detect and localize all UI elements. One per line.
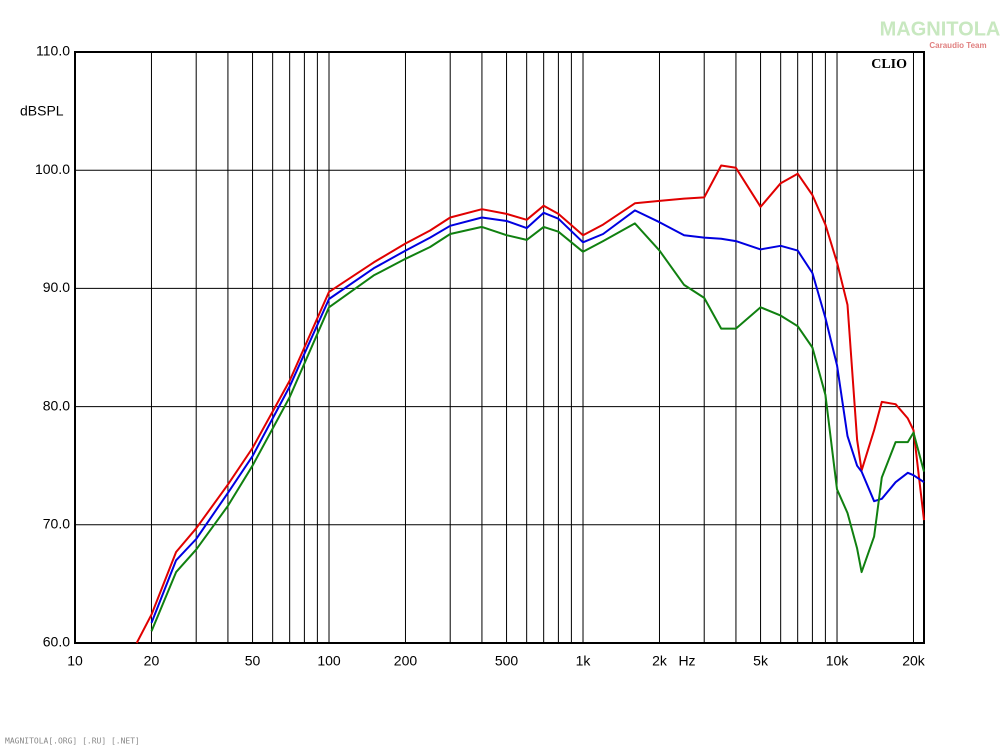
x-tick-label: 5k <box>753 653 769 669</box>
x-unit-label: Hz <box>678 653 695 669</box>
x-tick-label: 10 <box>67 653 83 669</box>
y-axis-label: dBSPL <box>20 103 64 119</box>
brand: CLIO <box>871 57 907 72</box>
series-line <box>135 164 925 644</box>
x-tick-label: 100 <box>317 653 341 669</box>
watermark-sub: Caraudio Team <box>929 41 986 50</box>
series-line <box>150 209 925 624</box>
x-tick-label: 20 <box>144 653 160 669</box>
x-tick-label: 1k <box>576 653 592 669</box>
x-tick-label: 20k <box>902 653 926 669</box>
watermark: MAGNITOLA <box>880 18 1000 40</box>
x-tick-label: 10k <box>826 653 850 669</box>
x-tick-label: 500 <box>495 653 519 669</box>
x-tick-label: 2k <box>652 653 668 669</box>
y-tick-label: 90.0 <box>43 279 70 295</box>
y-tick-label: 80.0 <box>43 397 70 413</box>
y-tick-label: 100.0 <box>35 161 70 177</box>
y-tick-label: 70.0 <box>43 516 70 532</box>
y-tick-label: 110.0 <box>36 43 70 59</box>
x-tick-label: 50 <box>245 653 261 669</box>
series-line <box>150 222 925 632</box>
footer: MAGNITOLA[.ORG] [.RU] [.NET] <box>5 737 140 746</box>
x-tick-label: 200 <box>394 653 418 669</box>
y-tick-label: 60.0 <box>43 634 70 650</box>
plot-frame <box>74 51 925 644</box>
